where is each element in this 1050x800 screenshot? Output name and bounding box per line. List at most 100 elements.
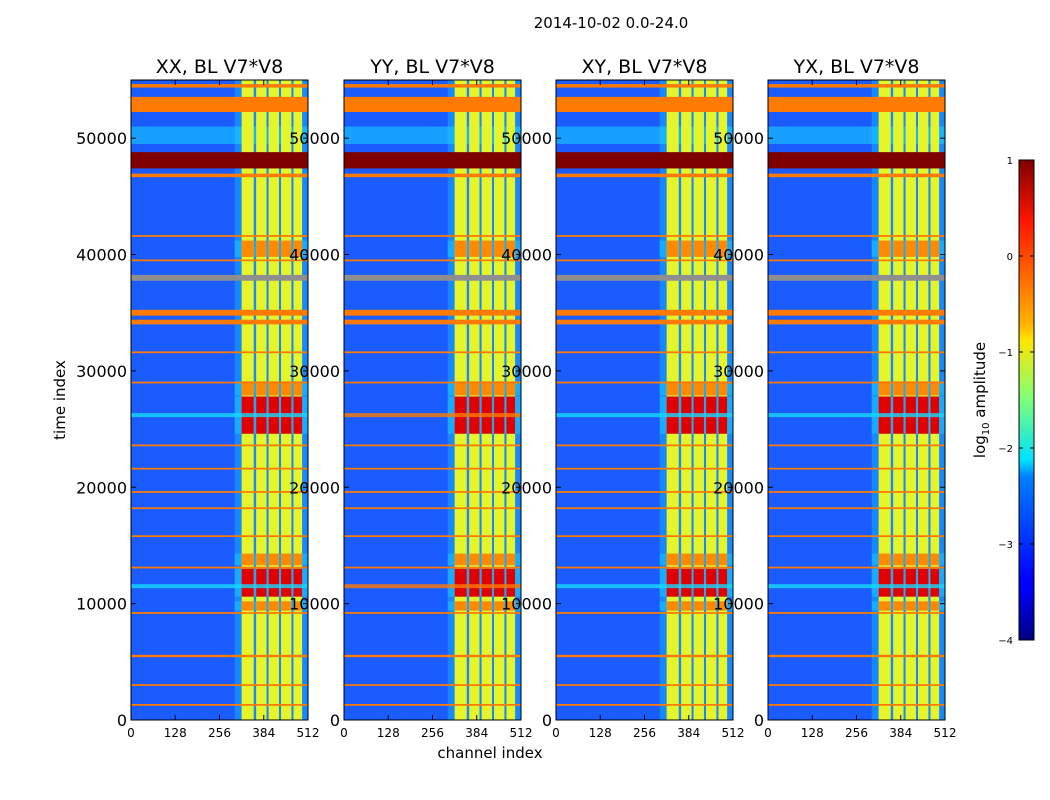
- x-tick-label: 512: [297, 726, 320, 740]
- flagged-row: [131, 535, 308, 538]
- flagged-row: [556, 84, 733, 88]
- flagged-row: [768, 704, 945, 706]
- flagged-row: [344, 351, 521, 354]
- colorbar-label-log: log: [971, 435, 989, 458]
- flagged-row: [768, 612, 945, 614]
- burst-cell: [256, 568, 267, 597]
- burst-cell: [878, 601, 891, 611]
- burst-cell: [930, 553, 940, 566]
- flagged-row: [768, 173, 945, 178]
- flagged-row: [344, 84, 521, 88]
- panel-4: 0 128 256 384 512 0 10000 20000 30000 40000 50000 Y…: [713, 56, 956, 740]
- burst-cell: [241, 601, 254, 611]
- burst-cell: [666, 601, 679, 611]
- colorbar-tick-label: −1: [998, 348, 1013, 359]
- burst-cell: [706, 381, 717, 396]
- flagged-row: [131, 319, 308, 325]
- y-tick-label: 0: [754, 711, 764, 730]
- flagged-row: [556, 96, 733, 106]
- flagged-row: [768, 507, 945, 510]
- burst-cell: [506, 568, 516, 597]
- flagged-row: [344, 173, 521, 178]
- burst-cell: [256, 381, 267, 396]
- flagged-row: [556, 235, 733, 237]
- flagged-row: [344, 259, 521, 262]
- burst-cell: [706, 601, 717, 611]
- flagged-row: [344, 96, 521, 106]
- burst-cell: [893, 381, 904, 396]
- x-tick-label: 128: [377, 726, 400, 740]
- burst-cell: [481, 601, 492, 611]
- burst-cell: [494, 381, 505, 396]
- flagged-row: [768, 84, 945, 88]
- flagged-row: [131, 612, 308, 614]
- burst-cell: [893, 568, 904, 597]
- burst-cell: [469, 240, 480, 257]
- flagged-row: [131, 467, 308, 470]
- figure-suptitle: 2014-10-02 0.0-24.0: [534, 14, 689, 32]
- burst-cell: [494, 240, 505, 257]
- y-tick-label: 20000: [76, 478, 127, 497]
- burst-cell: [930, 601, 940, 611]
- flagged-row: [131, 309, 308, 316]
- y-tick-label: 40000: [289, 246, 340, 265]
- burst-cell: [268, 381, 279, 396]
- burst-cell: [506, 553, 516, 566]
- x-tick-label: 256: [421, 726, 444, 740]
- rfi-line: [344, 413, 521, 418]
- burst-cell: [905, 240, 916, 257]
- flagged-row: [768, 351, 945, 354]
- x-tick-label: 384: [677, 726, 700, 740]
- burst-cell: [893, 601, 904, 611]
- burst-cell: [666, 240, 679, 257]
- burst-cell: [918, 601, 929, 611]
- flagged-row: [768, 467, 945, 470]
- burst-cell: [481, 381, 492, 396]
- burst-cell: [293, 568, 303, 597]
- y-tick-label: 10000: [501, 595, 552, 614]
- burst-cell: [454, 601, 467, 611]
- burst-cell: [681, 240, 692, 257]
- panel-title: YX, BL V7*V8: [792, 56, 919, 78]
- y-tick-label: 50000: [289, 129, 340, 148]
- burst-cell: [706, 553, 717, 566]
- flagged-row: [556, 319, 733, 325]
- colorbar-label-subscript: 10: [981, 422, 992, 435]
- burst-cell: [293, 381, 303, 396]
- y-tick-label: 30000: [501, 362, 552, 381]
- y-tick-label: 30000: [289, 362, 340, 381]
- burst-cell: [905, 381, 916, 396]
- flagged-row: [131, 274, 308, 281]
- burst-cell: [281, 601, 292, 611]
- rfi-line: [768, 413, 945, 418]
- x-tick-label: 0: [552, 726, 560, 740]
- burst-cell: [878, 553, 891, 566]
- x-tick-label: 128: [164, 726, 187, 740]
- x-tick-label: 384: [252, 726, 275, 740]
- burst-cell: [494, 553, 505, 566]
- burst-cell: [693, 381, 704, 396]
- y-tick-label: 50000: [76, 129, 127, 148]
- colorbar-gradient: [1018, 159, 1035, 641]
- burst-cell: [506, 240, 516, 257]
- flagged-row: [556, 274, 733, 281]
- flagged-row: [556, 259, 733, 262]
- rfi-line: [768, 584, 945, 589]
- flagged-row: [344, 319, 521, 325]
- flagged-row: [131, 507, 308, 510]
- flagged-row: [768, 566, 945, 569]
- burst-cell: [268, 601, 279, 611]
- panel-title: XX, BL V7*V8: [156, 56, 283, 78]
- flagged-row: [556, 351, 733, 354]
- y-tick-label: 50000: [501, 129, 552, 148]
- flagged-row: [556, 152, 733, 169]
- flagged-row: [768, 152, 945, 169]
- burst-cell: [281, 553, 292, 566]
- burst-cell: [930, 240, 940, 257]
- flagged-row: [131, 103, 308, 112]
- flagged-row: [768, 444, 945, 447]
- flagged-row: [131, 84, 308, 88]
- burst-cell: [718, 381, 728, 396]
- colorbar-label-tail: amplitude: [971, 342, 989, 423]
- rfi-line: [131, 584, 308, 589]
